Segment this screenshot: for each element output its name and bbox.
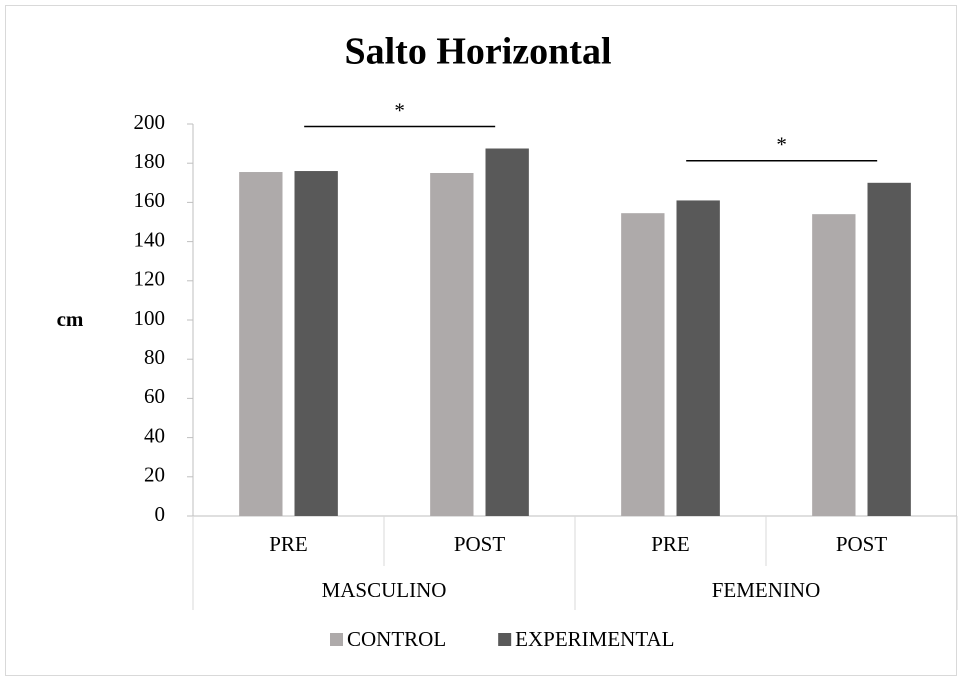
- significance-mark: *: [776, 133, 787, 157]
- x-tick-label: POST: [836, 532, 888, 556]
- y-tick-label: 160: [134, 188, 166, 212]
- y-tick-label: 100: [134, 306, 166, 330]
- y-tick-label: 120: [134, 267, 166, 291]
- group-label: FEMENINO: [712, 578, 821, 602]
- bar: [812, 214, 856, 516]
- chart-frame: [5, 5, 957, 676]
- bar: [239, 172, 283, 516]
- bar: [430, 173, 474, 516]
- legend-label: CONTROL: [347, 627, 446, 651]
- legend-label: EXPERIMENTAL: [515, 627, 674, 651]
- y-tick-label: 180: [134, 149, 166, 173]
- y-tick-label: 40: [144, 423, 165, 447]
- chart-title: Salto Horizontal: [344, 31, 611, 73]
- bar: [294, 171, 338, 517]
- bar: [676, 200, 720, 516]
- y-tick-label: 200: [134, 110, 166, 134]
- bar: [867, 182, 911, 517]
- x-tick-label: PRE: [269, 532, 308, 556]
- y-tick-label: 80: [144, 345, 165, 369]
- x-tick-label: PRE: [651, 532, 690, 556]
- group-label: MASCULINO: [322, 578, 447, 602]
- y-axis-label: cm: [57, 307, 84, 331]
- bar: [621, 213, 665, 516]
- y-tick-label: 20: [144, 463, 165, 487]
- y-tick-label: 0: [155, 502, 166, 526]
- y-tick-label: 60: [144, 384, 165, 408]
- legend-swatch: [498, 633, 512, 646]
- significance-mark: *: [394, 98, 405, 122]
- y-tick-label: 140: [134, 227, 166, 251]
- bar: [485, 148, 529, 516]
- x-tick-label: POST: [454, 532, 506, 556]
- legend-swatch: [330, 633, 343, 646]
